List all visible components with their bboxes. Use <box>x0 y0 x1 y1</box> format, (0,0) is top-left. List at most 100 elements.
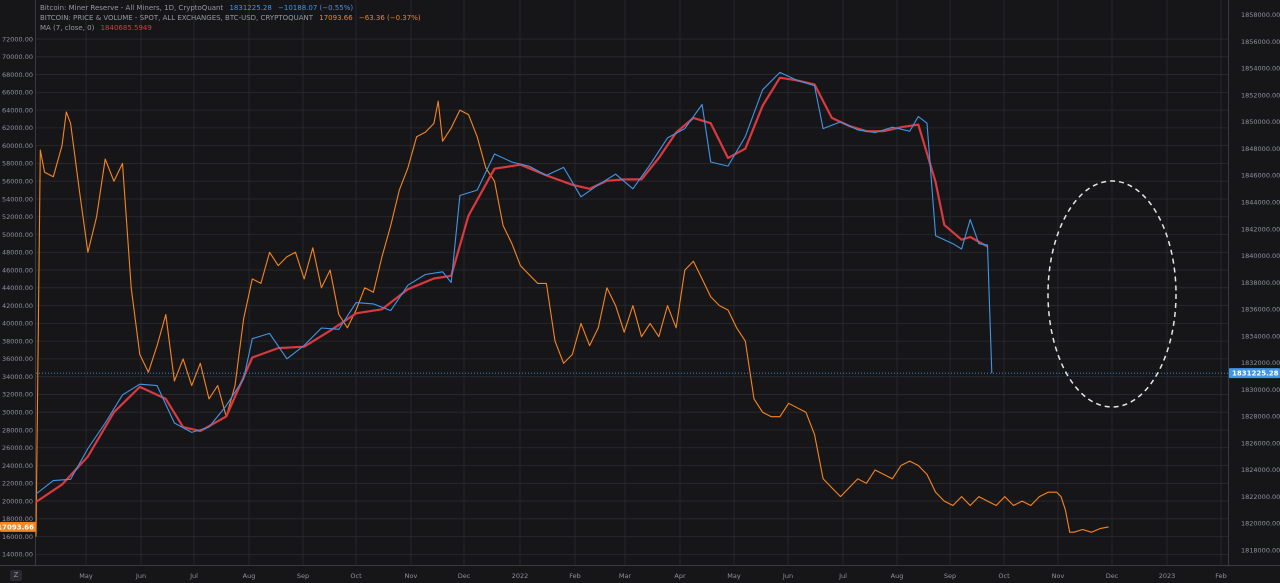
left-tick-label: 44000.00 <box>2 284 33 292</box>
right-reserve-axis[interactable]: 1818000.00 1820000.00 1822000.00 1824000.00… <box>1241 11 1280 554</box>
legend-series1-change: −10188.07 (−0.55%) <box>278 4 354 12</box>
legend-series1-name: Bitcoin: Miner Reserve - All Miners, 1D,… <box>40 4 224 12</box>
time-tick-label: Nov <box>405 572 418 580</box>
left-tick-label: 38000.00 <box>2 337 33 345</box>
time-tick-label: Oct <box>350 572 362 580</box>
left-tick-label: 18000.00 <box>2 515 33 523</box>
time-tick-label: Mar <box>619 572 632 580</box>
left-price-axis[interactable]: 14000.00 16000.00 18000.00 20000.00 22000.00… <box>2 35 33 558</box>
time-tick-label: 2022 <box>512 572 529 580</box>
legend-series1-value: 1831225.28 <box>229 4 272 12</box>
highlight-ellipse <box>1047 180 1177 408</box>
right-tick-label: 1824000.00 <box>1241 466 1280 474</box>
right-tick-label: 1822000.00 <box>1241 493 1280 501</box>
time-tick-label: Sep <box>944 572 956 580</box>
time-tick-label: Aug <box>243 572 256 580</box>
left-tick-label: 28000.00 <box>2 426 33 434</box>
right-tick-label: 1854000.00 <box>1241 65 1280 73</box>
time-axis[interactable]: May Jun Jul Aug Sep Oct Nov Dec 2022 Feb Mar Apr May… <box>79 572 1226 580</box>
right-tick-label: 1848000.00 <box>1241 145 1280 153</box>
time-tick-label: Nov <box>1052 572 1065 580</box>
right-tick-label: 1844000.00 <box>1241 198 1280 206</box>
legend-series2-name: BITCOIN: PRICE & VOLUME - SPOT, ALL EXCH… <box>40 14 314 22</box>
time-tick-label: Apr <box>674 572 686 580</box>
right-tick-label: 1836000.00 <box>1241 306 1280 314</box>
legend-series3-value: 1840685.5949 <box>100 24 152 32</box>
left-tick-label: 32000.00 <box>2 391 33 399</box>
time-tick-label: Jul <box>189 572 198 580</box>
left-tick-label: 40000.00 <box>2 320 33 328</box>
time-tick-label: May <box>79 572 93 580</box>
left-tick-label: 72000.00 <box>2 35 33 43</box>
right-tick-label: 1818000.00 <box>1241 547 1280 555</box>
right-tick-label: 1830000.00 <box>1241 386 1280 394</box>
left-tick-label: 50000.00 <box>2 231 33 239</box>
time-tick-label: Dec <box>1106 572 1119 580</box>
right-tick-label: 1852000.00 <box>1241 91 1280 99</box>
left-tick-label: 58000.00 <box>2 160 33 168</box>
left-tick-label: 14000.00 <box>2 551 33 559</box>
left-tick-label: 62000.00 <box>2 124 33 132</box>
right-tick-label: 1842000.00 <box>1241 225 1280 233</box>
right-tick-label: 1846000.00 <box>1241 172 1280 180</box>
time-tick-label: 2023 <box>1159 572 1176 580</box>
legend-series2-value: 17093.66 <box>319 14 353 22</box>
left-tick-label: 36000.00 <box>2 355 33 363</box>
timezone-button[interactable]: Z <box>10 570 22 581</box>
left-tick-label: 66000.00 <box>2 89 33 97</box>
left-tick-label: 60000.00 <box>2 142 33 150</box>
time-tick-label: Jun <box>135 572 146 580</box>
left-tick-label: 26000.00 <box>2 444 33 452</box>
price-last-value-tag: 17093.66 <box>0 521 36 532</box>
legend-series3-name: MA (7, close, 0) <box>40 24 95 32</box>
left-tick-label: 68000.00 <box>2 71 33 79</box>
time-tick-label: May <box>727 572 741 580</box>
reserve-last-value-tag: 1831225.28 <box>1229 368 1280 379</box>
right-tick-label: 1858000.00 <box>1241 11 1280 19</box>
time-tick-label: Dec <box>458 572 471 580</box>
legend-row-btc-price[interactable]: BITCOIN: PRICE & VOLUME - SPOT, ALL EXCH… <box>40 13 421 23</box>
left-tick-label: 42000.00 <box>2 302 33 310</box>
chart-legend: Bitcoin: Miner Reserve - All Miners, 1D,… <box>40 3 421 33</box>
legend-row-miner-reserve[interactable]: Bitcoin: Miner Reserve - All Miners, 1D,… <box>40 3 421 13</box>
right-tick-label: 1856000.00 <box>1241 38 1280 46</box>
left-tick-label: 70000.00 <box>2 53 33 61</box>
left-tick-label: 48000.00 <box>2 249 33 257</box>
left-tick-label: 22000.00 <box>2 480 33 488</box>
left-tick-label: 54000.00 <box>2 195 33 203</box>
left-tick-label: 46000.00 <box>2 266 33 274</box>
time-tick-label: Aug <box>891 572 904 580</box>
left-tick-label: 56000.00 <box>2 178 33 186</box>
time-tick-label: Feb <box>569 572 581 580</box>
right-tick-label: 1834000.00 <box>1241 332 1280 340</box>
svg-text:17093.66: 17093.66 <box>0 523 34 531</box>
left-tick-label: 30000.00 <box>2 409 33 417</box>
time-tick-label: Oct <box>998 572 1010 580</box>
time-tick-label: Jun <box>782 572 793 580</box>
btc-price-line[interactable] <box>35 100 1109 537</box>
svg-text:1831225.28: 1831225.28 <box>1232 370 1279 378</box>
time-tick-label: Feb <box>1215 572 1227 580</box>
right-tick-label: 1820000.00 <box>1241 520 1280 528</box>
left-tick-label: 64000.00 <box>2 106 33 114</box>
right-tick-label: 1832000.00 <box>1241 359 1280 367</box>
left-tick-label: 24000.00 <box>2 462 33 470</box>
miner-reserve-line[interactable] <box>35 71 993 495</box>
left-tick-label: 52000.00 <box>2 213 33 221</box>
right-tick-label: 1840000.00 <box>1241 252 1280 260</box>
right-tick-label: 1838000.00 <box>1241 279 1280 287</box>
left-tick-label: 20000.00 <box>2 497 33 505</box>
time-tick-label: Jul <box>838 572 847 580</box>
right-tick-label: 1828000.00 <box>1241 413 1280 421</box>
last-value-tags: 17093.66 1831225.28 <box>0 368 1280 532</box>
time-tick-label: Sep <box>297 572 309 580</box>
legend-row-ma[interactable]: MA (7, close, 0) 1840685.5949 <box>40 23 421 33</box>
legend-series2-change: −63.36 (−0.37%) <box>358 14 421 22</box>
right-tick-label: 1826000.00 <box>1241 439 1280 447</box>
right-tick-label: 1850000.00 <box>1241 118 1280 126</box>
left-tick-label: 16000.00 <box>2 533 33 541</box>
left-tick-label: 34000.00 <box>2 373 33 381</box>
gridlines <box>0 0 1280 566</box>
